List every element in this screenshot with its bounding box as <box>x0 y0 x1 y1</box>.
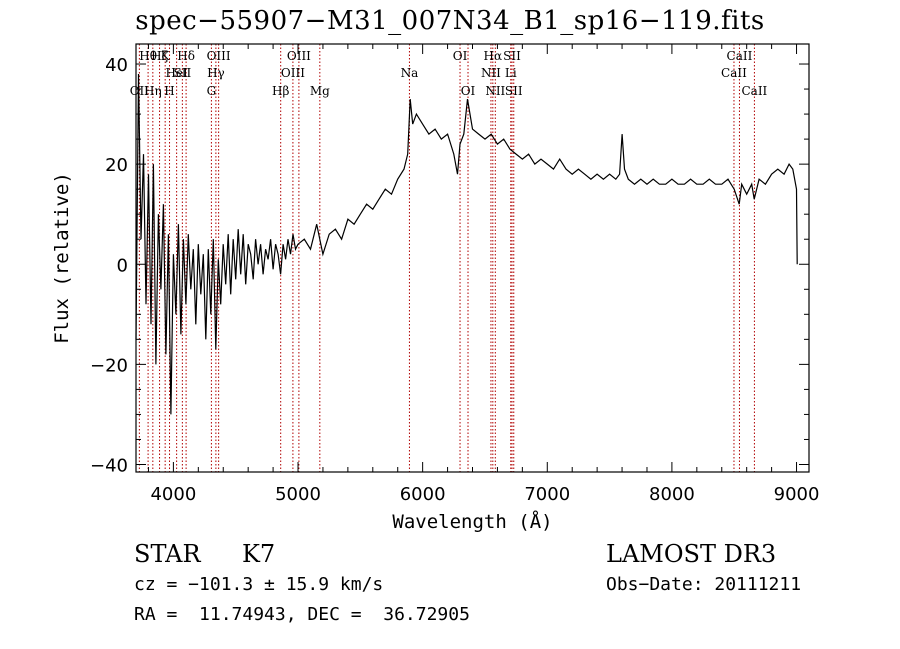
spectral-line-label: OI <box>461 84 476 98</box>
x-tick-label: 5000 <box>275 484 321 505</box>
survey-name: LAMOST DR3 <box>606 540 776 568</box>
spectral-line-label: NII <box>485 84 505 98</box>
y-axis-label: Flux (relative) <box>51 172 73 344</box>
sky-coordinates: RA = 11.74943, DEC = 36.72905 <box>134 604 470 625</box>
x-tick-label: 4000 <box>150 484 196 505</box>
spectral-line-label: Hγ <box>207 66 225 80</box>
object-class: STAR <box>134 540 201 568</box>
spectral-line-label: K <box>161 49 171 63</box>
spectral-line-label: SII <box>174 66 192 80</box>
spectrum-line <box>136 74 797 414</box>
spectral-line-label: OIII <box>207 49 231 63</box>
object-subclass: K7 <box>242 540 275 568</box>
spectral-line-label: Mg <box>310 84 330 98</box>
x-tick-label: 9000 <box>774 484 820 505</box>
spectral-line-label: SII <box>505 84 523 98</box>
y-tick-label: 40 <box>105 55 128 76</box>
spectral-line-label: Hη <box>144 84 162 98</box>
spectral-line-label: Hα <box>484 49 503 63</box>
spectral-line-label: Na <box>401 66 419 80</box>
x-tick-label: 7000 <box>524 484 570 505</box>
spectral-line-label: Hβ <box>272 84 289 98</box>
spectral-line-label: NII <box>481 66 501 80</box>
redshift-velocity: cz = −101.3 ± 15.9 km/s <box>134 574 383 595</box>
spectral-line-markers <box>139 44 754 472</box>
spectral-line-label: CaII <box>721 66 747 80</box>
spectral-line-label: G <box>207 84 217 98</box>
spectral-line-labels: OIIHθHηHζKHHeISIIHδGHγOIIIHβOIIIOIIIMgNa… <box>130 49 768 98</box>
spectral-line-label: CaII <box>741 84 767 98</box>
spectral-line-label: OI <box>453 49 468 63</box>
y-tick-label: −40 <box>90 455 128 476</box>
x-axis-label: Wavelength (Å) <box>392 510 552 533</box>
y-tick-label: 20 <box>105 155 128 176</box>
y-tick-label: −20 <box>90 355 128 376</box>
x-tick-label: 6000 <box>400 484 446 505</box>
x-axis-ticks: 4000 5000 6000 7000 8000 9000 <box>148 44 819 505</box>
spectral-line-label: SII <box>503 49 521 63</box>
spectral-line-label: OIII <box>281 66 305 80</box>
observation-date: Obs−Date: 20111211 <box>606 574 801 595</box>
spectral-line-label: Hδ <box>177 49 195 63</box>
spectral-line-label: Li <box>505 66 517 80</box>
x-tick-label: 8000 <box>649 484 695 505</box>
spectral-line-label: OIII <box>287 49 311 63</box>
spectral-line-label: CaII <box>727 49 753 63</box>
y-tick-label: 0 <box>117 255 128 276</box>
spectral-line-label: H <box>164 84 174 98</box>
